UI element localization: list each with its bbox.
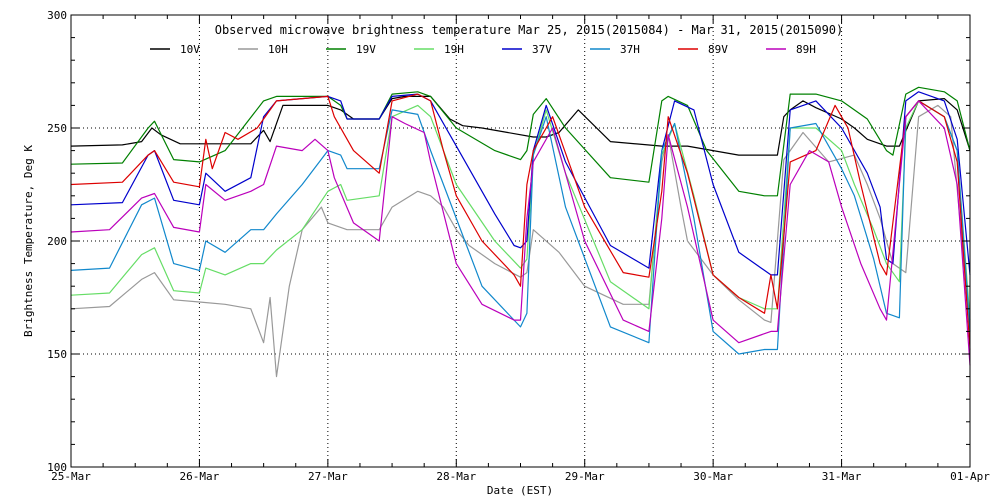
y-tick-label: 300 bbox=[47, 9, 67, 22]
x-tick-label: 30-Mar bbox=[693, 470, 733, 483]
legend-label-10h: 10H bbox=[268, 43, 288, 56]
y-tick-label: 250 bbox=[47, 122, 67, 135]
x-tick-label: 27-Mar bbox=[308, 470, 348, 483]
series-lines bbox=[70, 86, 971, 378]
y-tick-label: 150 bbox=[47, 348, 67, 361]
y-tick-label: 100 bbox=[47, 461, 67, 474]
axes: 100 150 200 250 300 25-Mar 26-Mar 27-Mar 28-Mar 2… bbox=[47, 9, 990, 483]
series-line-89h bbox=[70, 100, 971, 366]
grid-lines bbox=[71, 15, 970, 467]
x-tick-label: 25-Mar bbox=[51, 470, 91, 483]
series-line-89v bbox=[70, 93, 971, 350]
legend-label-89h: 89H bbox=[796, 43, 816, 56]
legend-label-89v: 89V bbox=[708, 43, 728, 56]
legend-label-19v: 19V bbox=[356, 43, 376, 56]
series-line-10h bbox=[70, 104, 971, 378]
x-tick-label: 26-Mar bbox=[180, 470, 220, 483]
legend-label-10v: 10V bbox=[180, 43, 200, 56]
x-tick-label: 29-Mar bbox=[565, 470, 605, 483]
x-tick-label: 31-Mar bbox=[822, 470, 862, 483]
x-tick-label: 01-Apr bbox=[950, 470, 990, 483]
y-tick-label: 200 bbox=[47, 235, 67, 248]
legend: 10V 10H 19V 19H 37V 37H 89V 89H bbox=[150, 43, 816, 56]
series-line-37h bbox=[70, 100, 971, 355]
y-axis-label: Brightness Temperature, Deg K bbox=[22, 145, 35, 337]
chart-title: Observed microwave brightness temperatur… bbox=[215, 23, 844, 37]
legend-label-19h: 19H bbox=[444, 43, 464, 56]
legend-label-37v: 37V bbox=[532, 43, 552, 56]
x-axis-label: Date (EST) bbox=[487, 484, 553, 497]
x-tick-label: 28-Mar bbox=[436, 470, 476, 483]
legend-label-37h: 37H bbox=[620, 43, 640, 56]
series-line-19v bbox=[70, 86, 971, 197]
